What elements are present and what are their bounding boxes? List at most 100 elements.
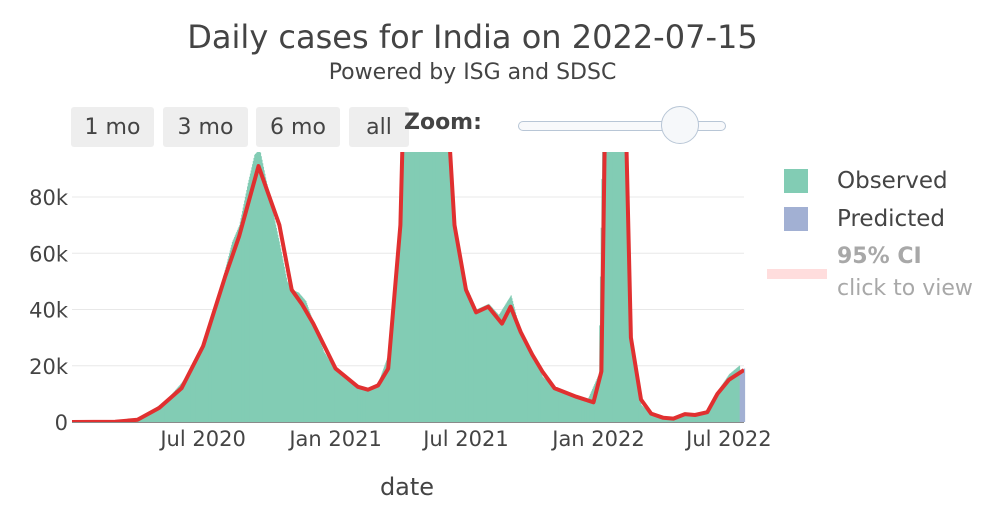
observed-bar	[697, 414, 699, 422]
legend-observed[interactable]: Observed	[784, 168, 948, 194]
observed-bar	[404, 152, 406, 422]
observed-bar	[275, 224, 277, 422]
observed-bar	[576, 398, 578, 422]
observed-bar	[679, 415, 682, 422]
observed-bar	[350, 382, 352, 422]
range-button-all[interactable]: all	[349, 107, 409, 147]
observed-bar	[331, 364, 333, 422]
observed-bar	[419, 152, 422, 422]
observed-bar	[710, 405, 712, 422]
observed-bar	[656, 416, 658, 422]
observed-bar	[289, 286, 291, 422]
observed-bar	[223, 272, 226, 422]
ci-swatch[interactable]	[767, 269, 827, 279]
zoom-slider-track[interactable]	[518, 121, 726, 131]
observed-bar	[314, 327, 316, 422]
observed-bar	[323, 351, 325, 422]
observed-bar	[459, 252, 461, 422]
observed-bar	[360, 388, 362, 422]
observed-bar	[514, 312, 517, 422]
observed-bar	[293, 290, 295, 422]
observed-bar	[283, 266, 285, 422]
observed-bar	[404, 152, 406, 422]
observed-bar	[689, 414, 691, 422]
observed-bar	[470, 296, 472, 422]
observed-bar	[622, 152, 625, 422]
observed-bar	[285, 274, 287, 422]
observed-bar	[156, 406, 159, 422]
observed-bar	[234, 236, 236, 422]
observed-bar	[613, 152, 615, 422]
predicted-bar	[744, 368, 746, 422]
observed-bar	[177, 386, 179, 422]
observed-bar	[641, 405, 643, 422]
observed-bar	[216, 301, 218, 422]
range-button-1mo[interactable]: 1 mo	[71, 107, 154, 147]
legend-predicted[interactable]: Predicted	[784, 206, 945, 232]
observed-bar	[347, 380, 349, 422]
legend-ci-title[interactable]: 95% CI	[837, 244, 922, 269]
observed-bar	[729, 373, 731, 422]
y-tick-label: 80k	[29, 186, 69, 210]
observed-bar	[224, 270, 226, 422]
observed-bar	[606, 152, 608, 422]
observed-bar	[568, 395, 571, 422]
observed-bar	[663, 418, 665, 422]
observed-bar	[527, 345, 529, 422]
observed-bar	[687, 413, 689, 422]
observed-bar	[679, 416, 681, 422]
y-tick-label: 40k	[29, 299, 69, 323]
observed-bar	[260, 156, 262, 422]
observed-bar	[467, 290, 469, 422]
observed-bar	[524, 340, 526, 422]
observed-bar	[303, 298, 305, 422]
range-button-6mo[interactable]: 6 mo	[256, 107, 340, 147]
observed-bar	[493, 309, 495, 422]
observed-bar	[429, 152, 432, 422]
observed-bar	[318, 337, 320, 422]
observed-bar	[620, 152, 622, 422]
observed-bar	[407, 152, 409, 422]
observed-bar	[259, 152, 262, 422]
observed-bar	[474, 306, 476, 422]
observed-bar	[715, 395, 717, 422]
observed-bar	[301, 296, 303, 422]
observed-bar	[155, 407, 157, 422]
observed-bar	[252, 161, 254, 422]
observed-bar	[321, 345, 323, 422]
observed-bar	[337, 373, 339, 422]
range-button-3mo[interactable]: 3 mo	[163, 107, 248, 147]
observed-bar	[288, 284, 290, 422]
zoom-slider-handle[interactable]	[661, 106, 699, 144]
observed-bar	[401, 160, 403, 422]
observed-bar	[385, 362, 387, 422]
observed-bar	[306, 305, 308, 422]
observed-bar	[483, 305, 486, 422]
observed-bar	[651, 414, 653, 422]
observed-bar	[494, 310, 496, 422]
observed-bar	[645, 409, 647, 422]
observed-bar	[458, 248, 460, 422]
observed-bar	[319, 341, 321, 422]
observed-bar	[580, 399, 582, 422]
observed-bar	[583, 401, 585, 422]
observed-bar	[460, 256, 462, 422]
observed-bar	[608, 152, 610, 422]
observed-bar	[167, 398, 169, 422]
observed-bar	[466, 288, 468, 422]
observed-bar	[436, 152, 438, 422]
observed-bar	[688, 414, 690, 422]
observed-bar	[450, 159, 452, 422]
observed-bar	[164, 400, 167, 422]
observed-bar	[677, 417, 679, 422]
observed-bar	[434, 152, 436, 422]
observed-bar	[349, 382, 351, 422]
observed-bar	[417, 152, 419, 422]
observed-bar	[277, 238, 280, 422]
legend-ci-hint[interactable]: click to view	[837, 276, 973, 301]
observed-bar	[190, 369, 192, 422]
observed-bar	[340, 375, 342, 422]
observed-bar	[579, 399, 581, 422]
observed-bar	[468, 291, 470, 422]
observed-bar	[370, 389, 372, 422]
